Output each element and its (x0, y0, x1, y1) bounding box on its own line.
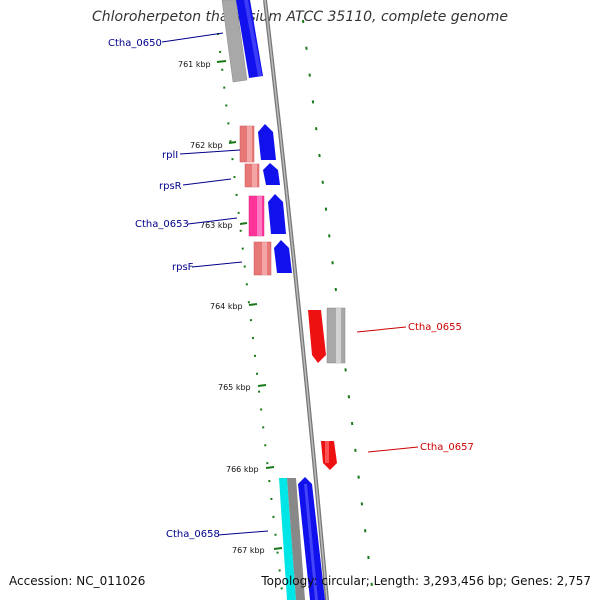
label-ctha-0658[interactable]: Ctha_0658 (166, 529, 220, 540)
label-rpsf[interactable]: rpsF (172, 262, 194, 273)
accession-text: Accession: NC_011026 (9, 574, 146, 588)
gene-ctha-0653[interactable] (248, 194, 286, 237)
gene-rpll[interactable] (239, 124, 276, 163)
tick-label-766: 766 kbp (226, 465, 259, 474)
gene-rpsf[interactable] (253, 240, 292, 276)
tick-marks (216, 60, 283, 550)
gene-ctha-0655[interactable] (308, 307, 346, 364)
gene-ctha-0650-block[interactable] (221, 0, 263, 83)
map-title: Chloroherpeton thalassium ATCC 35110, co… (92, 9, 508, 25)
tick-label-762: 762 kbp (190, 141, 223, 150)
tick-label-767: 767 kbp (232, 546, 265, 555)
tick-label-764: 764 kbp (210, 302, 243, 311)
label-rpsr[interactable]: rpsR (159, 181, 182, 192)
label-ctha-0655[interactable]: Ctha_0655 (408, 322, 462, 333)
genome-backbone (263, 0, 329, 600)
leader-lines (161, 32, 419, 536)
topology-text: Topology: circular; Length: 3,293,456 bp… (261, 574, 591, 588)
label-ctha-0657[interactable]: Ctha_0657 (420, 442, 474, 453)
tick-label-765: 765 kbp (218, 383, 251, 392)
label-ctha-0653[interactable]: Ctha_0653 (135, 219, 189, 230)
gene-ctha-0658[interactable] (279, 477, 325, 600)
gene-rpsr[interactable] (244, 163, 280, 188)
gene-ctha-0657[interactable] (321, 441, 337, 470)
tick-label-763: 763 kbp (200, 221, 233, 230)
label-ctha-0650[interactable]: Ctha_0650 (108, 38, 162, 49)
label-rpll[interactable]: rplI (162, 150, 178, 161)
gc-inner-track (217, 32, 284, 600)
tick-label-761: 761 kbp (178, 60, 211, 69)
